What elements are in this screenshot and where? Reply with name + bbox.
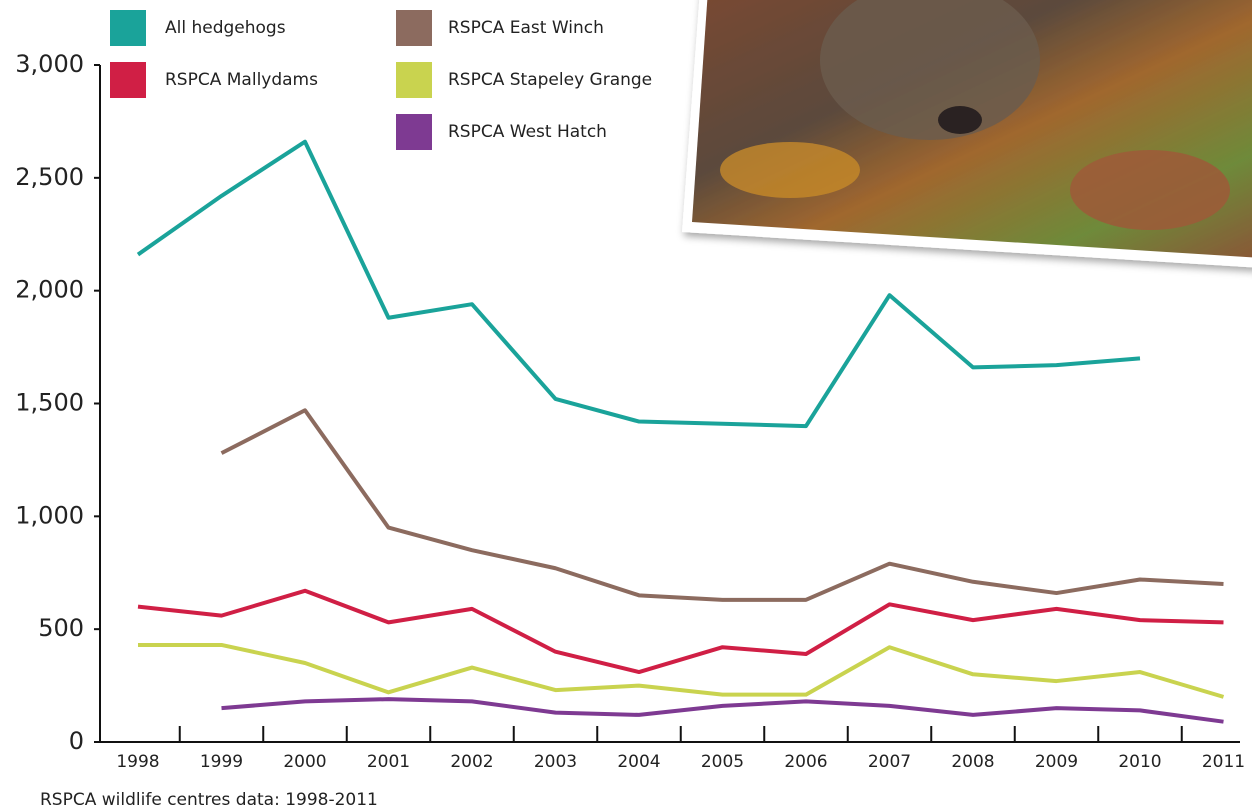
legend-swatch [110,62,146,98]
x-tick-label: 1999 [200,752,243,772]
x-tick-label: 2004 [617,752,660,772]
x-tick-label: 2008 [951,752,994,772]
legend-swatch [110,10,146,46]
source-note: RSPCA wildlife centres data: 1998-2011 [40,790,378,810]
legend-label: RSPCA East Winch [448,18,604,38]
series-line [222,410,1224,600]
x-tick-label: 2002 [450,752,493,772]
legend-swatch [396,10,432,46]
x-tick-label: 2010 [1118,752,1161,772]
legend-label: All hedgehogs [165,18,286,38]
series-line [138,645,1224,697]
x-tick-label: 2003 [534,752,577,772]
x-tick-label: 2006 [784,752,827,772]
legend-swatch [396,62,432,98]
page: {"chart_data":{"type":"line","note":"RSP… [0,0,1252,812]
legend-label: RSPCA West Hatch [448,122,607,142]
y-tick-label: 0 [69,727,84,755]
legend-swatch [396,114,432,150]
series-line [222,699,1224,722]
chart: RSPCA wildlife centres data: 1998-2011 0… [0,0,1252,812]
y-tick-label: 3,000 [15,50,84,78]
y-tick-label: 500 [38,614,84,642]
y-tick-label: 2,000 [15,276,84,304]
x-tick-label: 2009 [1035,752,1078,772]
x-tick-label: 2000 [283,752,326,772]
x-tick-label: 2001 [367,752,410,772]
y-tick-label: 1,500 [15,389,84,417]
series-line [138,591,1224,672]
x-tick-label: 2005 [701,752,744,772]
legend-label: RSPCA Mallydams [165,70,318,90]
y-tick-label: 1,000 [15,501,84,529]
y-tick-label: 2,500 [15,163,84,191]
photo [682,0,1252,268]
x-tick-label: 2011 [1202,752,1245,772]
x-tick-label: 1998 [116,752,159,772]
x-tick-label: 2007 [868,752,911,772]
legend-label: RSPCA Stapeley Grange [448,70,652,90]
